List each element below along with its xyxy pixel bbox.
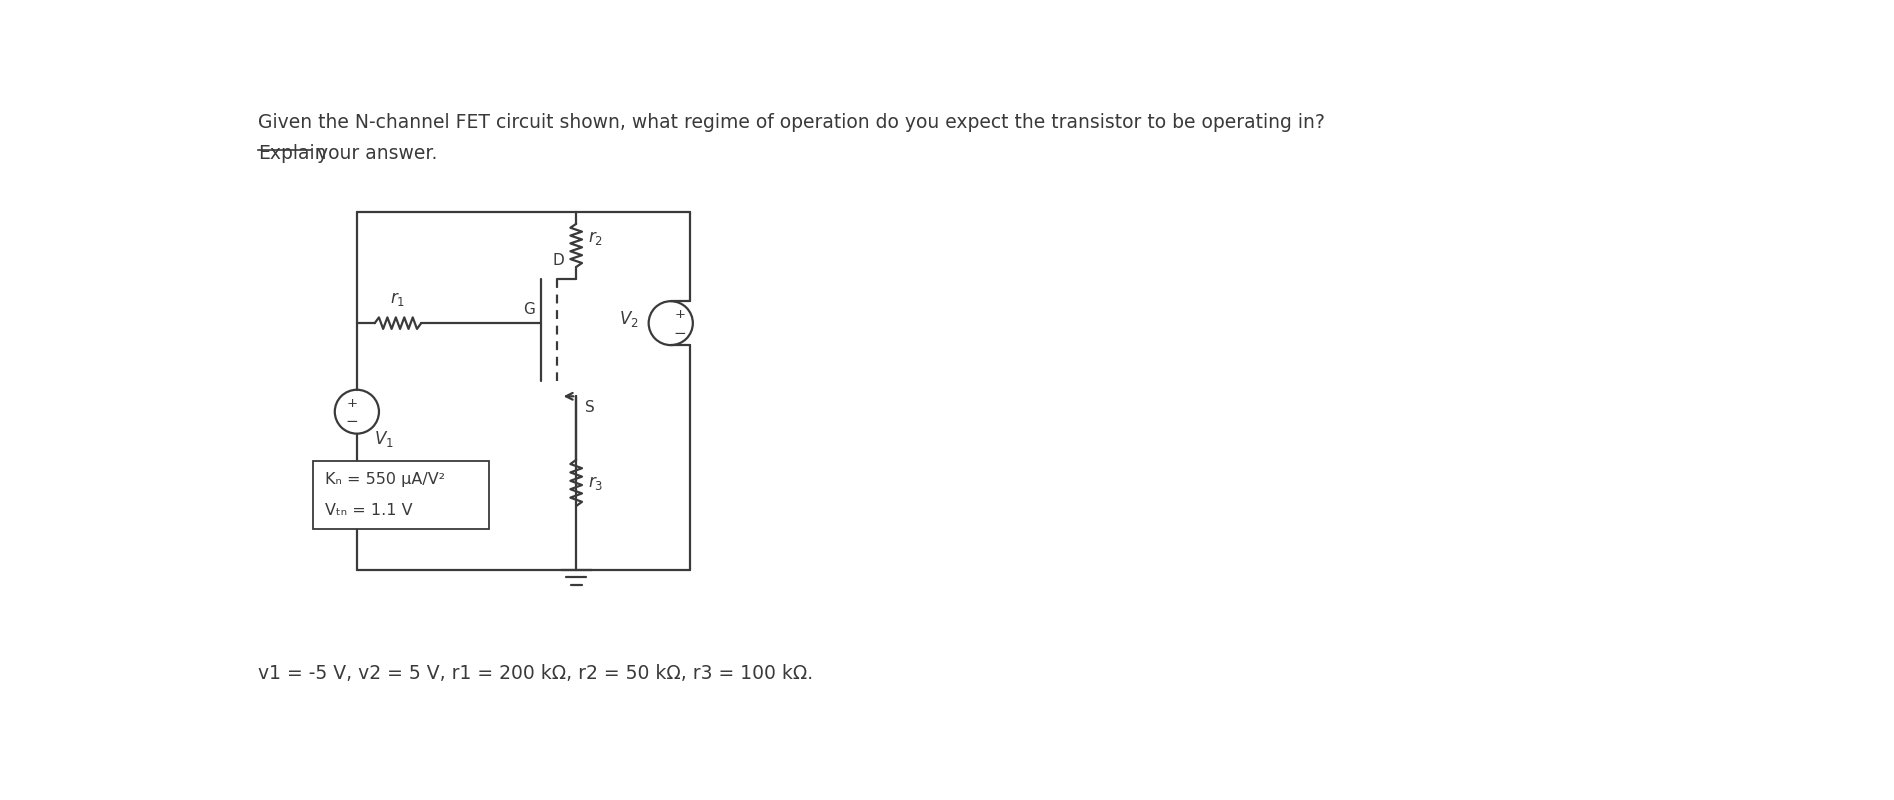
Text: $r_3$: $r_3$ (587, 474, 602, 492)
Text: −: − (674, 326, 686, 341)
FancyBboxPatch shape (313, 461, 489, 529)
Text: v1 = -5 V, v2 = 5 V, r1 = 200 kΩ, r2 = 50 kΩ, r3 = 100 kΩ.: v1 = -5 V, v2 = 5 V, r1 = 200 kΩ, r2 = 5… (258, 664, 814, 682)
Text: +: + (674, 308, 686, 321)
Text: your answer.: your answer. (311, 144, 438, 162)
Text: Given the N-channel FET circuit shown, what regime of operation do you expect th: Given the N-channel FET circuit shown, w… (258, 113, 1326, 132)
Text: S: S (585, 400, 595, 415)
Text: $V_2$: $V_2$ (619, 310, 638, 330)
Text: G: G (523, 302, 534, 317)
Text: Vₜₙ = 1.1 V: Vₜₙ = 1.1 V (326, 503, 413, 518)
Text: −: − (347, 414, 358, 430)
Text: $r_1$: $r_1$ (390, 290, 405, 308)
Text: +: + (347, 397, 358, 410)
Text: Kₙ = 550 μA/V²: Kₙ = 550 μA/V² (326, 472, 445, 486)
Text: D: D (553, 254, 564, 269)
Text: $V_1$: $V_1$ (373, 429, 394, 449)
Text: $r_2$: $r_2$ (587, 229, 602, 246)
Text: Explain: Explain (258, 144, 328, 162)
